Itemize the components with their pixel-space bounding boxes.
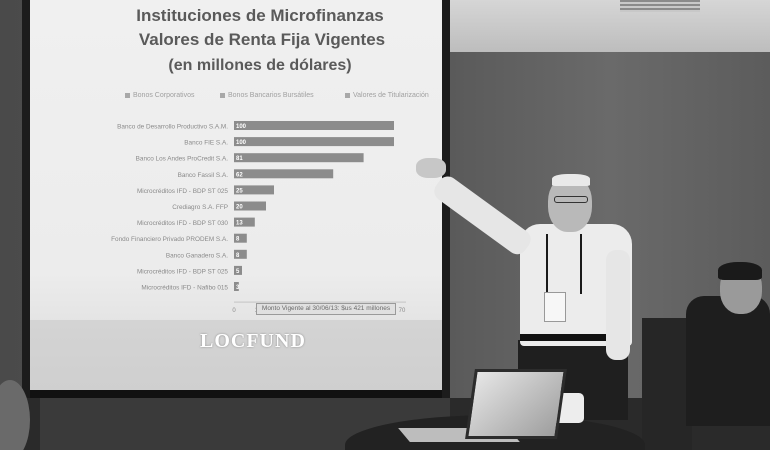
legend-item: Bonos Corporativos <box>125 92 194 99</box>
bar-value-label: 20 <box>236 205 243 211</box>
bar <box>234 153 364 163</box>
bar-value-label: 5 <box>236 269 240 275</box>
category-label: Banco de Desarrollo Productivo S.A.M. <box>117 124 228 131</box>
bar-value-label: 100 <box>236 124 247 130</box>
bar-chart: Banco de Desarrollo Productivo S.A.M. 100… <box>111 121 406 314</box>
presenter-hand <box>416 158 446 178</box>
bar <box>234 217 255 227</box>
slide-title-line-1: Instituciones de Microfinanzas <box>136 6 384 25</box>
presenter-badge <box>544 292 566 322</box>
presenter-belt <box>520 334 628 341</box>
presenter-left-arm <box>606 250 630 360</box>
locfund-logo: LOCFUND <box>200 330 306 352</box>
bar <box>234 121 394 130</box>
seated-man-body <box>686 296 770 426</box>
bar <box>234 201 266 211</box>
category-label: Microcréditos IFD - Nafibo 015 <box>141 285 228 292</box>
presenter-lanyard <box>546 234 582 294</box>
chair <box>642 318 692 450</box>
category-label: Banco FIE S.A. <box>184 140 228 147</box>
presenter-glasses <box>554 196 588 203</box>
bar <box>234 249 247 259</box>
laptop-screen <box>465 369 567 439</box>
bar-value-label: 13 <box>236 221 243 227</box>
category-label: Banco Ganadero S.A. <box>166 252 228 259</box>
bar-value-label: 25 <box>236 188 243 194</box>
bar-value-label: 81 <box>236 156 243 162</box>
bar-value-label: 62 <box>236 172 243 178</box>
bar <box>234 282 239 291</box>
x-tick-label: 0 <box>232 308 236 314</box>
screen-bottom-bar <box>30 390 442 398</box>
legend-item: Bonos Bancarios Bursátiles <box>220 92 314 99</box>
logo-band <box>30 320 442 390</box>
slide-title-line-3: (en millones de dólares) <box>168 57 352 74</box>
category-label: Microcréditos IFD - BDP ST 025 <box>137 268 228 275</box>
bar-value-label: 8 <box>236 253 240 259</box>
category-label: Banco Los Andes ProCredit S.A. <box>136 156 229 163</box>
x-tick-label: 70 <box>399 308 406 314</box>
projection-screen: Instituciones de Microfinanzas Valores d… <box>30 0 442 390</box>
bar <box>234 185 274 195</box>
bar-value-label: 8 <box>236 237 240 243</box>
bar <box>234 137 394 147</box>
presenter-hair <box>552 174 590 186</box>
slide-title-line-2: Valores de Renta Fija Vigentes <box>138 30 386 49</box>
bar-value-label: 100 <box>236 140 247 146</box>
category-label: Crediagro S.A. FFP <box>172 204 228 211</box>
chart-footer-note: Monto Vigente al 30/06/13: $us 421 millo… <box>256 303 396 315</box>
legend-swatch <box>345 93 350 98</box>
seated-man-hair <box>718 262 762 280</box>
category-label: Microcréditos IFD - BDP ST 025 <box>137 188 228 195</box>
bar <box>234 265 242 275</box>
legend-label: Bonos Bancarios Bursátiles <box>228 92 314 99</box>
legend-label: Bonos Corporativos <box>133 92 195 99</box>
bar <box>234 169 334 179</box>
bar-value-label: 3 <box>236 285 240 291</box>
category-label: Banco Fassil S.A. <box>178 172 229 179</box>
legend-label: Valores de Titularización <box>353 92 429 99</box>
category-label: Microcréditos IFD - BDP ST 030 <box>137 220 228 227</box>
legend-swatch <box>125 93 130 98</box>
bar <box>234 233 247 243</box>
legend-item: Valores de Titularización <box>345 92 429 99</box>
ceiling-vent <box>620 0 700 12</box>
category-label: Fondo Financiero Privado PRODEM S.A. <box>111 236 228 243</box>
legend-swatch <box>220 93 225 98</box>
chart-legend: Bonos Corporativos Bonos Bancarios Bursá… <box>125 92 442 104</box>
